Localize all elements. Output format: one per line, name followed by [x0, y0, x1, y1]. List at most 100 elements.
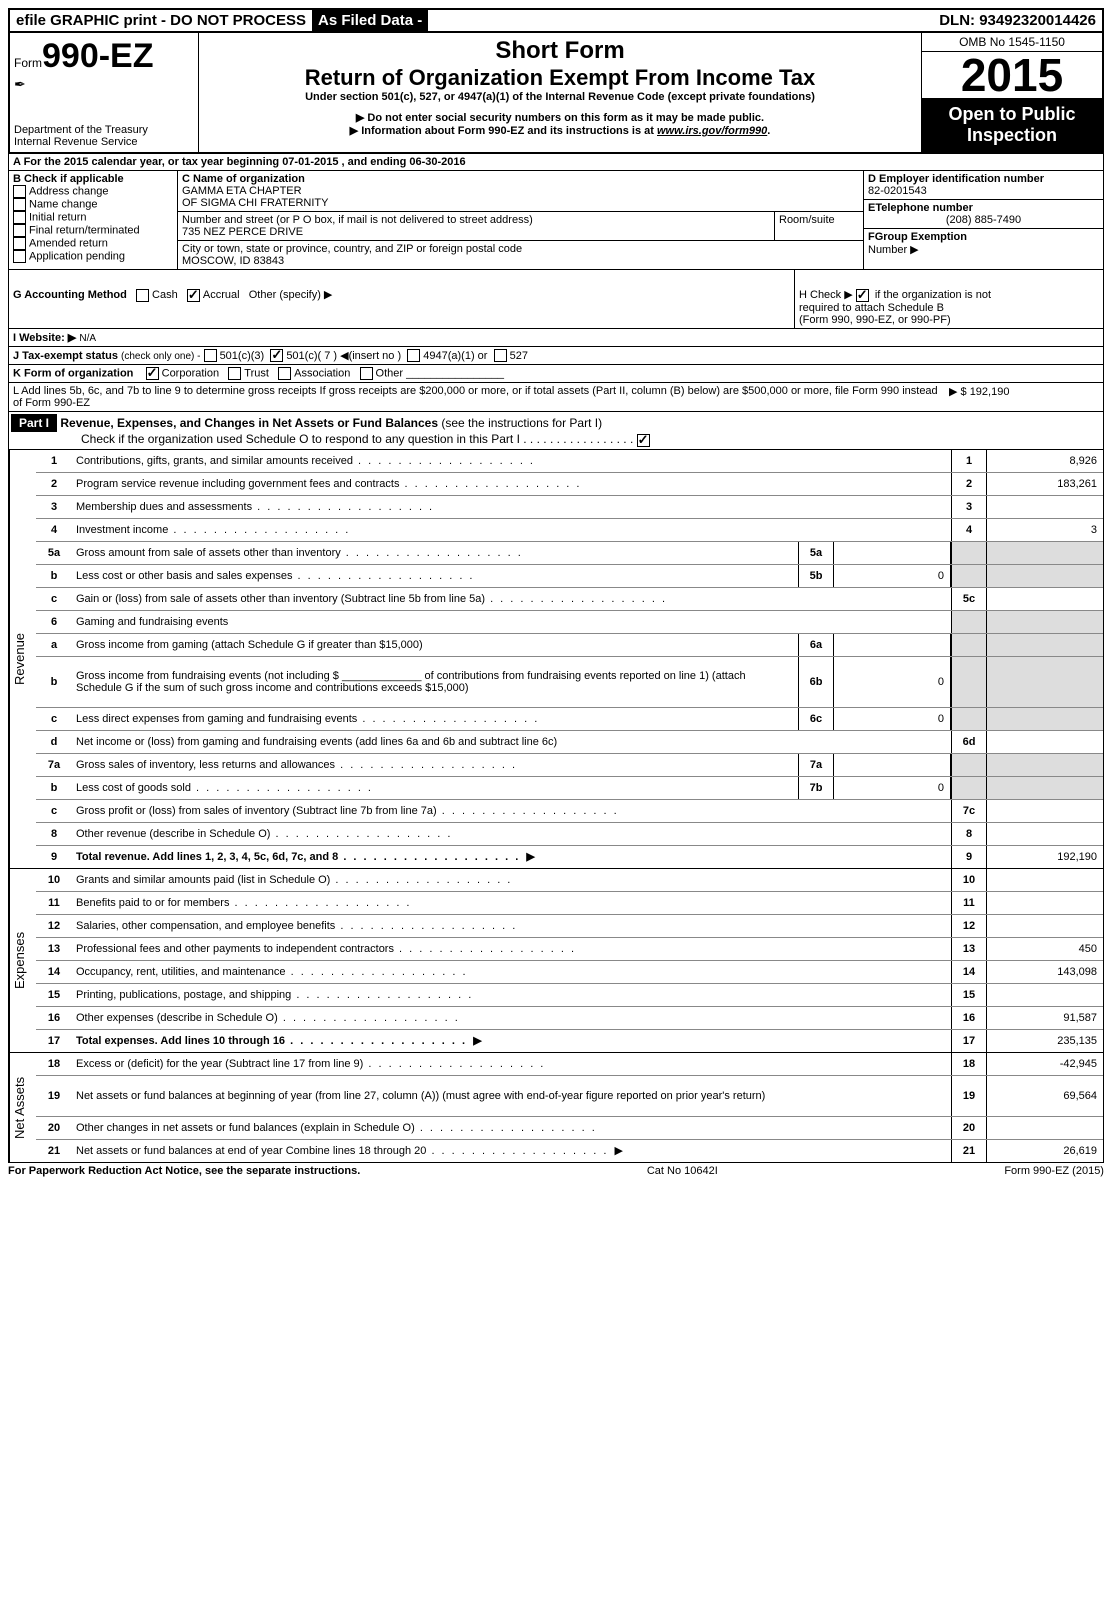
short-form-title: Short Form	[203, 37, 917, 65]
line-21-num: 21	[36, 1145, 72, 1157]
org-name-1: GAMMA ETA CHAPTER	[182, 185, 302, 197]
line-11-ncol: 11	[951, 892, 987, 914]
info-post: .	[767, 125, 770, 137]
form-number: 990-EZ	[42, 37, 154, 75]
chk-application-pending[interactable]	[13, 250, 26, 263]
line-15-num: 15	[36, 989, 72, 1001]
line-8-desc: Other revenue (describe in Schedule O)	[72, 826, 951, 842]
chk-association[interactable]	[278, 367, 291, 380]
box-h-l2: required to attach Schedule B	[799, 302, 944, 314]
line-6b-val	[987, 657, 1103, 707]
opt-501c: 501(c)( 7 ) ◀(insert no )	[286, 350, 401, 362]
line-2-val: 183,261	[987, 473, 1103, 495]
opt-501c3: 501(c)(3)	[220, 350, 265, 362]
chk-schedule-b-not-required[interactable]	[856, 289, 869, 302]
chk-trust[interactable]	[228, 367, 241, 380]
box-d-label: D Employer identification number	[868, 173, 1044, 185]
line-6a-num: a	[36, 639, 72, 651]
line-14-val: 143,098	[987, 961, 1103, 983]
chk-501c[interactable]	[270, 349, 283, 362]
ssn-warning: ▶ Do not enter social security numbers o…	[203, 111, 917, 124]
net-assets-section: Net Assets 18Excess or (deficit) for the…	[8, 1053, 1104, 1163]
chk-address-change[interactable]	[13, 185, 26, 198]
line-15-ncol: 15	[951, 984, 987, 1006]
line-1-val: 8,926	[987, 450, 1103, 472]
addr-label: Number and street (or P O box, if mail i…	[182, 214, 533, 226]
part-i-sub: (see the instructions for Part I)	[441, 416, 602, 430]
org-name-2: OF SIGMA CHI FRATERNITY	[182, 197, 328, 209]
line-16-ncol: 16	[951, 1007, 987, 1029]
line-16-val: 91,587	[987, 1007, 1103, 1029]
chk-527[interactable]	[494, 349, 507, 362]
line-16-num: 16	[36, 1012, 72, 1024]
chk-501c3[interactable]	[204, 349, 217, 362]
tax-exempt-sub: (check only one) -	[121, 351, 200, 362]
opt-527: 527	[510, 350, 528, 362]
open-to-public: Open to Public Inspection	[922, 98, 1102, 152]
line-7b-desc: Less cost of goods sold	[72, 780, 798, 796]
opt-cash: Cash	[152, 289, 178, 301]
form-prefix: Form	[14, 56, 42, 70]
line-12-desc: Salaries, other compensation, and employ…	[72, 918, 951, 934]
line-7a-ncol	[951, 754, 987, 776]
line-6a-mv	[834, 634, 951, 656]
line-10-num: 10	[36, 874, 72, 886]
chk-initial-return[interactable]	[13, 211, 26, 224]
line-6c-ncol	[951, 708, 987, 730]
line-6c-val	[987, 708, 1103, 730]
website-label: I Website: ▶	[13, 332, 76, 344]
chk-amended-return[interactable]	[13, 237, 26, 250]
box-b-label: B Check if applicable	[13, 173, 173, 185]
netassets-vertical-label: Net Assets	[9, 1053, 36, 1162]
chk-name-change[interactable]	[13, 198, 26, 211]
line-9-desc: Total revenue. Add lines 1, 2, 3, 4, 5c,…	[72, 848, 951, 865]
line-8-ncol: 8	[951, 823, 987, 845]
irs-link[interactable]: www.irs.gov/form990	[657, 125, 767, 137]
line-5c-desc: Gain or (loss) from sale of assets other…	[72, 591, 951, 607]
chk-schedule-o-part-i[interactable]	[637, 434, 650, 447]
line-2-ncol: 2	[951, 473, 987, 495]
line-13-val: 450	[987, 938, 1103, 960]
revenue-section: Revenue 1Contributions, gifts, grants, a…	[8, 450, 1104, 869]
line-10-desc: Grants and similar amounts paid (list in…	[72, 872, 951, 888]
line-2-desc: Program service revenue including govern…	[72, 476, 951, 492]
line-6d-val	[987, 731, 1103, 753]
box-a: A For the 2015 calendar year, or tax yea…	[8, 154, 1104, 171]
part-i-title: Revenue, Expenses, and Changes in Net As…	[60, 416, 438, 430]
box-i: I Website: ▶ N/A	[8, 329, 1104, 347]
line-11-val	[987, 892, 1103, 914]
under-section: Under section 501(c), 527, or 4947(a)(1)…	[203, 91, 917, 103]
opt-application-pending: Application pending	[29, 250, 125, 262]
chk-cash[interactable]	[136, 289, 149, 302]
line-5a-num: 5a	[36, 547, 72, 559]
line-6b-mv: 0	[834, 657, 951, 707]
open-line1: Open to Public	[926, 104, 1098, 125]
line-6b-mn: 6b	[798, 657, 834, 707]
line-5c-val	[987, 588, 1103, 610]
line-4-ncol: 4	[951, 519, 987, 541]
chk-accrual[interactable]	[187, 289, 200, 302]
website-value: N/A	[79, 333, 96, 344]
telephone-value: (208) 885-7490	[868, 214, 1099, 226]
return-title: Return of Organization Exempt From Incom…	[203, 65, 917, 91]
chk-corporation[interactable]	[146, 367, 159, 380]
line-18-desc: Excess or (deficit) for the year (Subtra…	[72, 1056, 951, 1072]
opt-initial-return: Initial return	[29, 211, 86, 223]
line-20-desc: Other changes in net assets or fund bala…	[72, 1120, 951, 1136]
opt-corporation: Corporation	[162, 368, 219, 380]
line-6b-ncol	[951, 657, 987, 707]
line-18-ncol: 18	[951, 1053, 987, 1075]
chk-final-return[interactable]	[13, 224, 26, 237]
chk-4947[interactable]	[407, 349, 420, 362]
line-13-desc: Professional fees and other payments to …	[72, 941, 951, 957]
opt-address-change: Address change	[29, 185, 109, 197]
line-14-desc: Occupancy, rent, utilities, and maintena…	[72, 964, 951, 980]
room-suite-label: Room/suite	[775, 212, 864, 241]
chk-other-org[interactable]	[360, 367, 373, 380]
line-19-val: 69,564	[987, 1076, 1103, 1116]
line-6d-num: d	[36, 736, 72, 748]
opt-other-method: Other (specify) ▶	[249, 289, 333, 301]
expenses-section: Expenses 10Grants and similar amounts pa…	[8, 869, 1104, 1053]
opt-name-change: Name change	[29, 198, 98, 210]
box-c-label: C Name of organization	[182, 173, 305, 185]
